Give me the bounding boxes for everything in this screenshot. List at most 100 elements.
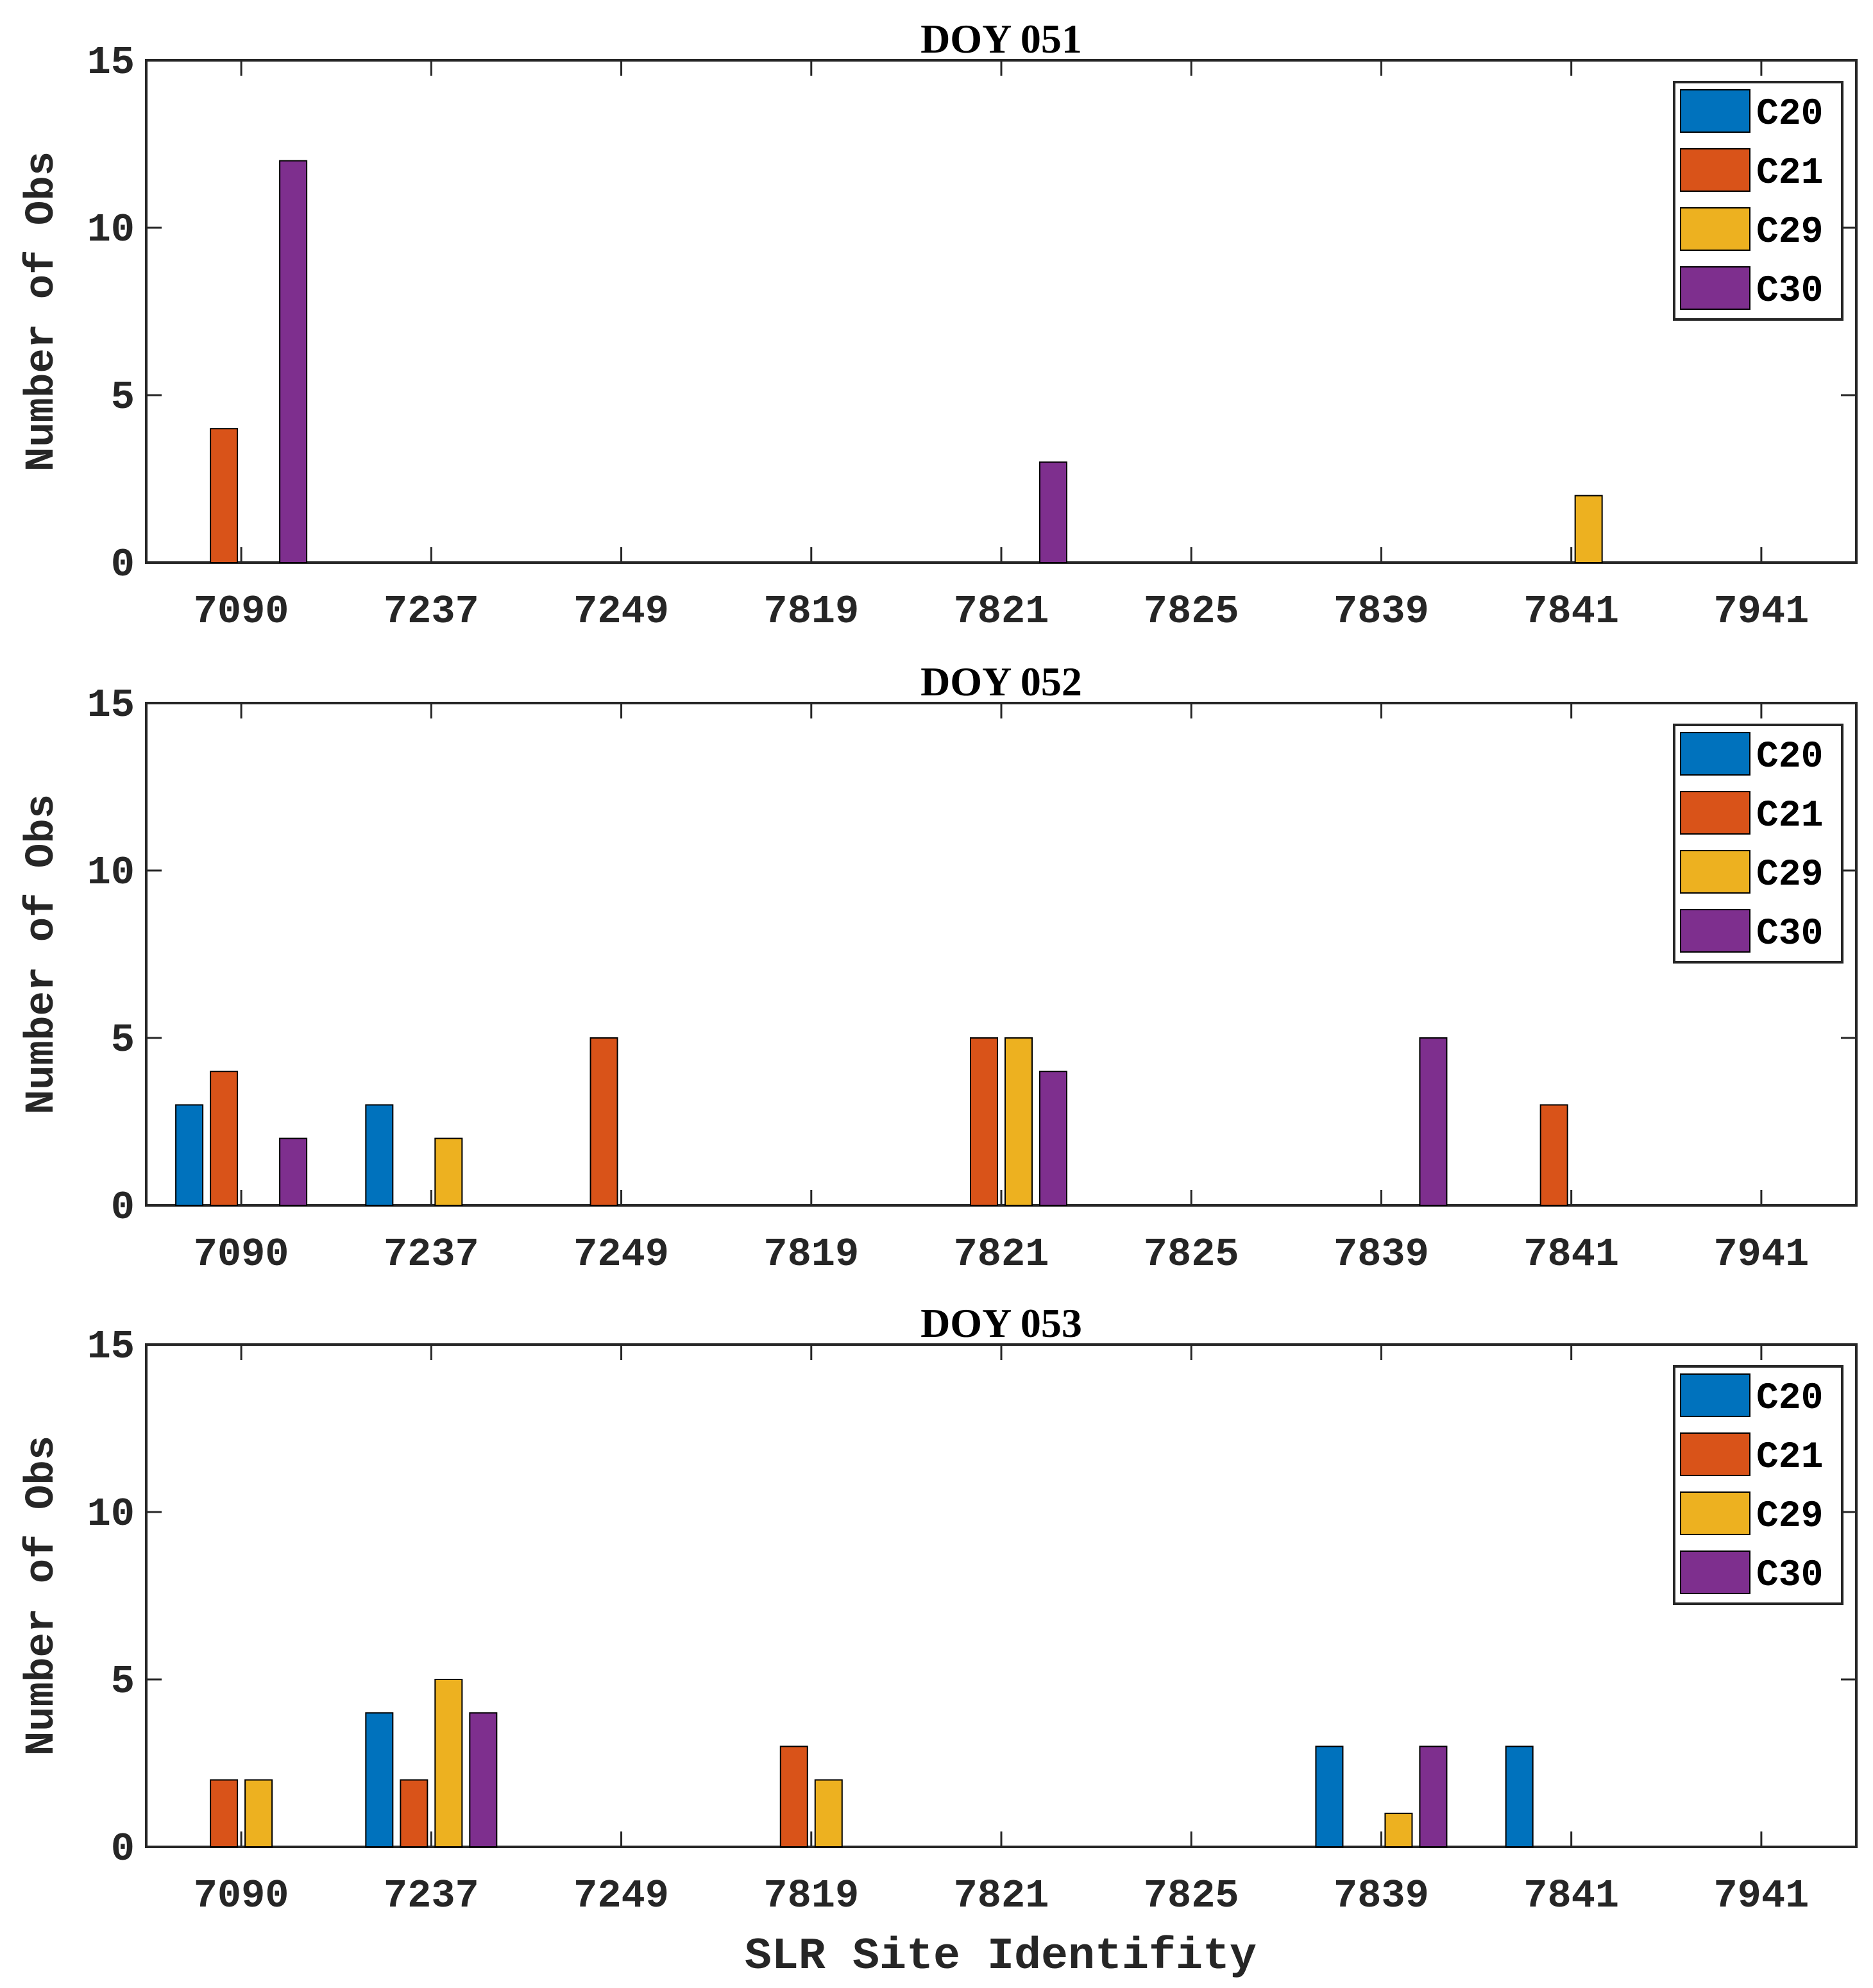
x-tick-label: 7839: [1334, 1232, 1429, 1277]
x-tick-label: 7090: [194, 1873, 289, 1919]
bar-c29: [814, 1779, 843, 1848]
legend-label-c29: C29: [1756, 212, 1823, 253]
chart-panel-3: DOY 053 0 5 10 15 Number of Obs 7090 7237 7249 78…: [19, 1300, 1858, 1919]
axes-box: [145, 702, 1858, 1207]
x-tick-label: 7090: [194, 1232, 289, 1277]
legend-label-c30: C30: [1756, 1555, 1823, 1597]
x-tick-label: 7839: [1334, 589, 1429, 634]
y-tick-label: 15: [87, 683, 135, 728]
legend-swatch-c21: [1680, 148, 1750, 192]
y-tick-label: 10: [87, 850, 135, 896]
y-tick-label: 5: [111, 375, 135, 420]
x-tick-label: 7841: [1523, 1873, 1619, 1919]
bar-c29: [434, 1137, 463, 1206]
x-tick-label: 7841: [1523, 1232, 1619, 1277]
legend-swatch-c20: [1680, 732, 1750, 776]
bar-c20: [365, 1712, 394, 1848]
y-axis-label: Number of Obs: [19, 151, 65, 472]
bar-c21: [970, 1037, 998, 1206]
x-tick-label: 7821: [954, 589, 1049, 634]
chart-title: DOY 051: [920, 16, 1082, 62]
y-tick-label: 0: [111, 1185, 135, 1230]
legend-label-c20: C20: [1756, 94, 1823, 135]
bar-c30: [469, 1712, 498, 1848]
legend-swatch-c21: [1680, 791, 1750, 835]
x-tick-label: 7821: [954, 1232, 1049, 1277]
x-tick-label: 7825: [1144, 1232, 1239, 1277]
y-axis-label: Number of Obs: [19, 1436, 65, 1756]
x-tick-label: 7819: [763, 1873, 859, 1919]
y-tick-label: 10: [87, 207, 135, 253]
legend-label-c30: C30: [1756, 271, 1823, 312]
x-tick-label: 7090: [194, 589, 289, 634]
bar-c21: [210, 1071, 239, 1206]
chart-title: DOY 052: [920, 659, 1082, 704]
x-tick-label: 7249: [573, 1232, 669, 1277]
legend-label-c20: C20: [1756, 736, 1823, 778]
bar-c30: [1419, 1746, 1448, 1848]
bar-c29: [1574, 495, 1603, 563]
y-tick-label: 15: [87, 40, 135, 85]
legend-label-c30: C30: [1756, 913, 1823, 955]
legend-label-c21: C21: [1756, 1437, 1823, 1479]
legend-label-c21: C21: [1756, 153, 1823, 194]
y-tick-label: 5: [111, 1659, 135, 1704]
chart-panel-2: DOY 052 0 5 10 15 Number of Obs 7090 7237 7249 78…: [19, 659, 1858, 1277]
legend-label-c21: C21: [1756, 795, 1823, 837]
bar-c21: [210, 1779, 239, 1848]
x-tick-label: 7249: [573, 1873, 669, 1919]
x-tick-label: 7825: [1144, 1873, 1239, 1919]
x-tick-label: 7839: [1334, 1873, 1429, 1919]
y-axis-label: Number of Obs: [19, 794, 65, 1114]
x-tick-label: 7825: [1144, 589, 1239, 634]
legend-swatch-c20: [1680, 1373, 1750, 1417]
legend-label-c29: C29: [1756, 854, 1823, 896]
legend-swatch-c29: [1680, 1491, 1750, 1535]
bar-c21: [589, 1037, 618, 1206]
legend-swatch-c21: [1680, 1432, 1750, 1476]
bar-c30: [1419, 1037, 1448, 1206]
x-tick-label: 7237: [384, 1232, 479, 1277]
bar-c30: [279, 1137, 308, 1206]
legend-label-c29: C29: [1756, 1496, 1823, 1538]
y-tick-label: 0: [111, 1826, 135, 1872]
x-tick-label: 7819: [763, 1232, 859, 1277]
bar-c29: [1384, 1812, 1413, 1848]
bar-c30: [279, 160, 308, 564]
legend-label-c20: C20: [1756, 1378, 1823, 1420]
x-tick-label: 7819: [763, 589, 859, 634]
bar-c20: [1505, 1746, 1534, 1848]
bar-c30: [1039, 461, 1067, 564]
y-tick-label: 15: [87, 1324, 135, 1370]
bar-c20: [1315, 1746, 1344, 1848]
legend-swatch-c29: [1680, 850, 1750, 894]
bar-c20: [175, 1104, 204, 1207]
x-tick-label: 7821: [954, 1873, 1049, 1919]
y-tick-label: 5: [111, 1017, 135, 1063]
x-tick-label: 7237: [384, 1873, 479, 1919]
y-tick-label: 10: [87, 1491, 135, 1537]
x-tick-label: 7841: [1523, 589, 1619, 634]
bar-c30: [1039, 1071, 1067, 1206]
x-tick-label: 7941: [1713, 1873, 1809, 1919]
x-axis-label: SLR Site Identifity: [745, 1932, 1257, 1982]
chart-title: DOY 053: [920, 1300, 1082, 1346]
bar-c21: [210, 428, 239, 564]
bar-c29: [434, 1679, 463, 1848]
legend-swatch-c30: [1680, 909, 1750, 953]
chart-panel-1: DOY 051 0 5 10 15 Number of Obs 7090 7237 7249 78…: [19, 16, 1858, 634]
legend-swatch-c20: [1680, 89, 1750, 133]
bar-c29: [244, 1779, 273, 1848]
bar-c29: [1004, 1037, 1033, 1206]
legend-swatch-c29: [1680, 207, 1750, 251]
legend-swatch-c30: [1680, 1550, 1750, 1594]
bar-c21: [1539, 1104, 1568, 1207]
x-tick-label: 7237: [384, 589, 479, 634]
legend-swatch-c30: [1680, 266, 1750, 310]
y-tick-label: 0: [111, 542, 135, 588]
x-tick-label: 7249: [573, 589, 669, 634]
axes-box: [145, 59, 1858, 564]
x-tick-label: 7941: [1713, 589, 1809, 634]
bar-c21: [400, 1779, 428, 1848]
